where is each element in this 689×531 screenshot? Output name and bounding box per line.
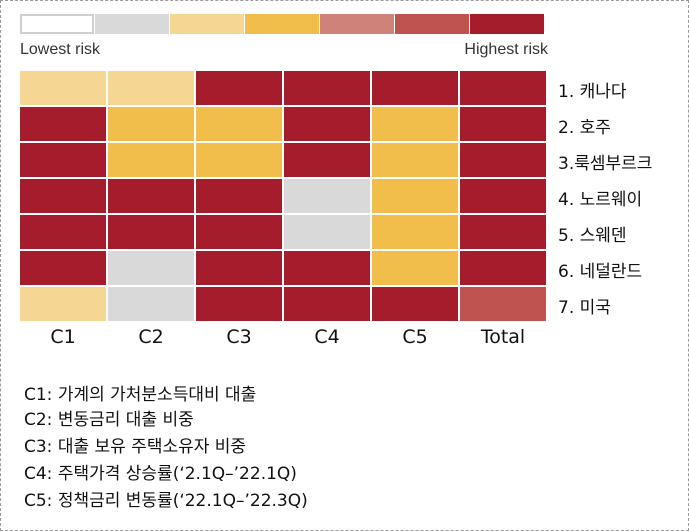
heatmap-cell bbox=[107, 70, 195, 106]
heatmap-cell bbox=[107, 214, 195, 250]
row-label: 1. 캐나다 bbox=[558, 82, 627, 102]
heatmap-cell bbox=[283, 286, 371, 322]
heatmap-cell bbox=[371, 250, 459, 286]
heatmap-cell bbox=[371, 142, 459, 178]
heatmap-cell bbox=[371, 106, 459, 142]
heatmap-cell bbox=[195, 214, 283, 250]
legend-swatch-level-2 bbox=[95, 14, 169, 34]
heatmap-cell bbox=[195, 286, 283, 322]
column-label: C4 bbox=[314, 326, 340, 348]
heatmap-cell bbox=[283, 142, 371, 178]
heatmap-cell bbox=[195, 70, 283, 106]
heatmap-cell bbox=[459, 178, 547, 214]
heatmap-cell bbox=[19, 142, 107, 178]
heatmap-cell bbox=[283, 178, 371, 214]
column-label: C5 bbox=[402, 326, 428, 348]
legend-swatch-level-4 bbox=[245, 14, 319, 34]
heatmap-cell bbox=[19, 70, 107, 106]
heatmap-cell bbox=[459, 250, 547, 286]
row-label: 6. 네덜란드 bbox=[558, 262, 643, 282]
heatmap-cell bbox=[195, 178, 283, 214]
column-label: Total bbox=[480, 326, 526, 348]
heatmap-cell bbox=[371, 178, 459, 214]
heatmap-cell bbox=[19, 214, 107, 250]
heatmap-cell bbox=[19, 106, 107, 142]
legend-high-label: Highest risk bbox=[464, 41, 548, 58]
heatmap-cell bbox=[371, 286, 459, 322]
heatmap-cell bbox=[107, 250, 195, 286]
legend-swatch-level-1 bbox=[20, 14, 94, 34]
row-label: 5. 스웨덴 bbox=[558, 226, 627, 246]
column-label: C1 bbox=[50, 326, 76, 348]
heatmap-cell bbox=[459, 214, 547, 250]
heatmap-cell bbox=[283, 250, 371, 286]
note-c3: C3: 대출 보유 주택소유자 비중 bbox=[24, 437, 247, 457]
note-c2: C2: 변동금리 대출 비중 bbox=[24, 410, 194, 430]
row-label: 4. 노르웨이 bbox=[558, 190, 643, 210]
heatmap-cell bbox=[459, 286, 547, 322]
heatmap-cell bbox=[19, 250, 107, 286]
heatmap-cell bbox=[283, 70, 371, 106]
heatmap-cell bbox=[107, 142, 195, 178]
heatmap-cell bbox=[283, 214, 371, 250]
heatmap-cell bbox=[371, 70, 459, 106]
heatmap-cell bbox=[283, 106, 371, 142]
note-c1: C1: 가계의 가처분소득대비 대출 bbox=[24, 385, 257, 405]
heatmap-cell bbox=[459, 106, 547, 142]
legend-swatch-level-5 bbox=[320, 14, 394, 34]
column-label: C2 bbox=[138, 326, 164, 348]
legend-low-label: Lowest risk bbox=[20, 41, 101, 58]
note-c5: C5: 정책금리 변동률(‘22.1Q–’22.3Q) bbox=[24, 491, 308, 511]
row-label: 7. 미국 bbox=[558, 298, 611, 318]
heatmap-cell bbox=[19, 178, 107, 214]
heatmap-cell bbox=[107, 106, 195, 142]
row-label: 3.룩셈부르크 bbox=[558, 154, 653, 174]
heatmap-cell bbox=[195, 250, 283, 286]
heatmap-cell bbox=[195, 142, 283, 178]
heatmap-cell bbox=[107, 286, 195, 322]
heatmap-cell bbox=[459, 70, 547, 106]
legend-swatch-level-3 bbox=[170, 14, 244, 34]
legend-swatch-level-6 bbox=[395, 14, 469, 34]
note-c4: C4: 주택가격 상승률(‘2.1Q–’22.1Q) bbox=[24, 464, 297, 484]
heatmap-cell bbox=[195, 106, 283, 142]
heatmap-cell bbox=[371, 214, 459, 250]
heatmap-cell bbox=[459, 142, 547, 178]
row-label: 2. 호주 bbox=[558, 118, 611, 138]
heatmap-cell bbox=[107, 178, 195, 214]
column-label: C3 bbox=[226, 326, 252, 348]
legend-swatch-level-7 bbox=[470, 14, 544, 34]
heatmap-cell bbox=[19, 286, 107, 322]
